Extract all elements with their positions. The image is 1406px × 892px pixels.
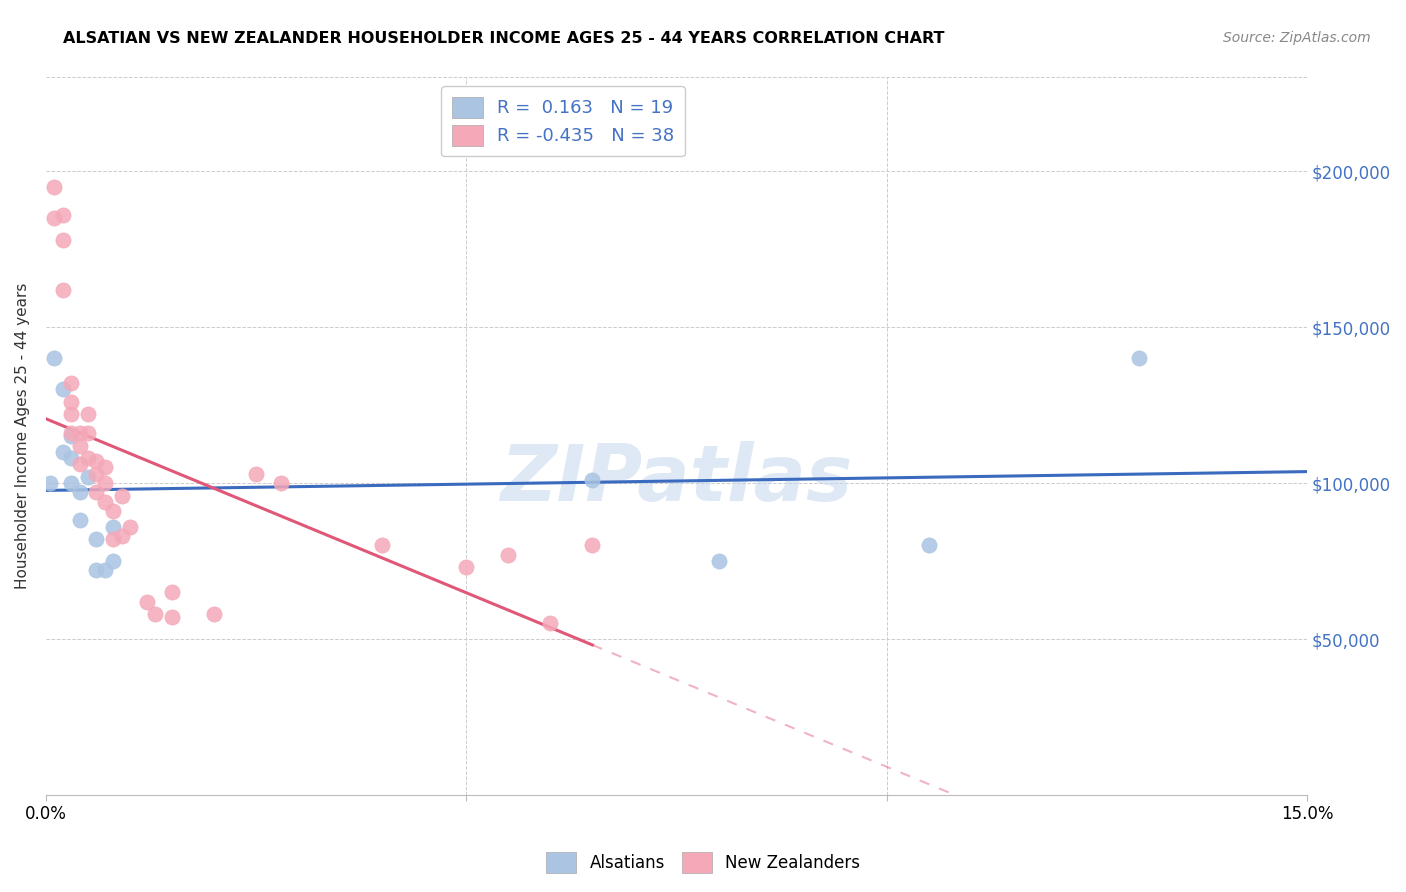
Y-axis label: Householder Income Ages 25 - 44 years: Householder Income Ages 25 - 44 years [15,283,30,590]
Legend: R =  0.163   N = 19, R = -0.435   N = 38: R = 0.163 N = 19, R = -0.435 N = 38 [441,87,685,156]
Point [60,429,83,443]
Point [371,538,394,552]
Point [103,504,125,518]
Point [94,476,117,491]
Point [60,376,83,391]
Point [52,233,75,247]
Point [69,514,91,528]
Point [44,351,66,366]
Point [44,211,66,225]
Point [94,495,117,509]
Point [103,533,125,547]
Point [86,454,108,468]
Point [111,529,134,543]
Legend: Alsatians, New Zealanders: Alsatians, New Zealanders [540,846,866,880]
Point [581,473,603,487]
Point [44,179,66,194]
Point [77,451,100,466]
Point [498,548,520,562]
Point [52,383,75,397]
Point [52,283,75,297]
Point [160,585,183,599]
Point [918,538,941,552]
Point [143,607,166,621]
Point [60,395,83,409]
Point [245,467,267,481]
Point [60,451,83,466]
Point [60,408,83,422]
Point [103,554,125,568]
Point [456,560,478,574]
Point [111,489,134,503]
Point [135,594,157,608]
Point [60,426,83,441]
Point [707,554,730,568]
Point [60,476,83,491]
Point [77,426,100,441]
Point [69,426,91,441]
Text: Source: ZipAtlas.com: Source: ZipAtlas.com [1223,31,1371,45]
Point [86,533,108,547]
Point [202,607,225,621]
Point [39,476,62,491]
Point [86,563,108,577]
Point [1128,351,1150,366]
Point [581,538,603,552]
Point [103,520,125,534]
Point [538,616,561,631]
Point [52,445,75,459]
Point [270,476,292,491]
Point [94,460,117,475]
Point [69,485,91,500]
Point [69,458,91,472]
Point [160,610,183,624]
Point [77,470,100,484]
Point [86,485,108,500]
Point [86,467,108,481]
Point [118,520,141,534]
Point [52,208,75,222]
Point [69,439,91,453]
Text: ALSATIAN VS NEW ZEALANDER HOUSEHOLDER INCOME AGES 25 - 44 YEARS CORRELATION CHAR: ALSATIAN VS NEW ZEALANDER HOUSEHOLDER IN… [63,31,945,46]
Text: ZIPatlas: ZIPatlas [501,442,852,517]
Point [77,408,100,422]
Point [94,563,117,577]
